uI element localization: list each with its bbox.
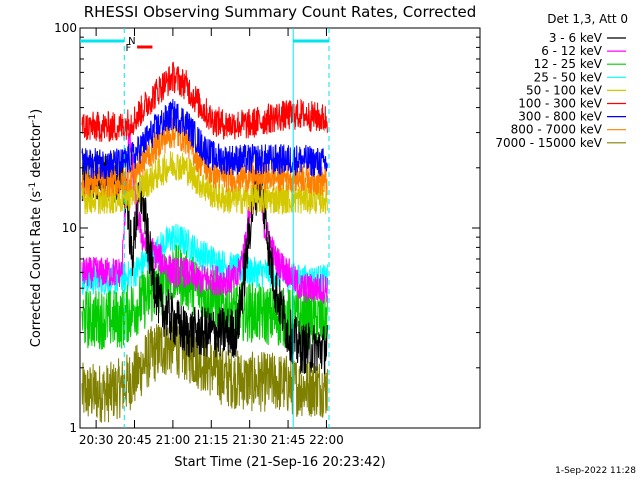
series-line-6	[81, 61, 328, 142]
series-line-7	[81, 98, 328, 180]
legend-entry-label: 3 - 6 keV	[549, 31, 603, 45]
x-tick-label: 20:30	[79, 433, 114, 447]
y-tick-label: 10	[62, 221, 77, 235]
legend-header: Det 1,3, Att 0	[547, 12, 628, 26]
series-layer	[81, 61, 328, 423]
x-tick-label: 21:30	[232, 433, 267, 447]
series-line-5	[81, 151, 328, 215]
legend-entry-label: 100 - 300 keV	[518, 97, 602, 111]
flare-label: F	[126, 43, 132, 54]
legend-entry-label: 50 - 100 keV	[526, 83, 603, 97]
legend-entry-label: 300 - 800 keV	[518, 110, 602, 124]
axis-layer: 20:30 20:45 21:00 21:15 21:30 21:45 22:00 1 10 10…	[54, 21, 480, 447]
annotation-layer: NF	[80, 28, 330, 428]
legend-entry-label: 25 - 50 keV	[534, 70, 603, 84]
series-line-8	[81, 117, 328, 198]
y-tick-label: 1	[69, 421, 77, 435]
series-line-9	[81, 315, 328, 423]
series-line-2	[81, 123, 328, 304]
chart-title: RHESSI Observing Summary Count Rates, Co…	[84, 3, 477, 21]
legend-entry-label: 7000 - 15000 keV	[495, 136, 602, 150]
night-label: N	[128, 36, 135, 47]
y-axis-label: Corrected Count Rate (s-1 detector-1)	[28, 109, 44, 347]
x-tick-label: 22:00	[309, 433, 344, 447]
legend-entry-label: 6 - 12 keV	[541, 44, 603, 58]
x-tick-label: 21:00	[156, 433, 191, 447]
x-axis-label: Start Time (21-Sep-16 20:23:42)	[174, 455, 385, 470]
x-tick-label: 20:45	[117, 433, 152, 447]
footer-date: 1-Sep-2022 11:28	[555, 466, 636, 476]
legend-entry-label: 800 - 7000 keV	[511, 123, 603, 137]
x-tick-label: 21:45	[271, 433, 306, 447]
y-tick-label: 100	[54, 21, 77, 35]
x-tick-label: 21:15	[194, 433, 229, 447]
legend-entry-label: 12 - 25 keV	[534, 57, 603, 71]
